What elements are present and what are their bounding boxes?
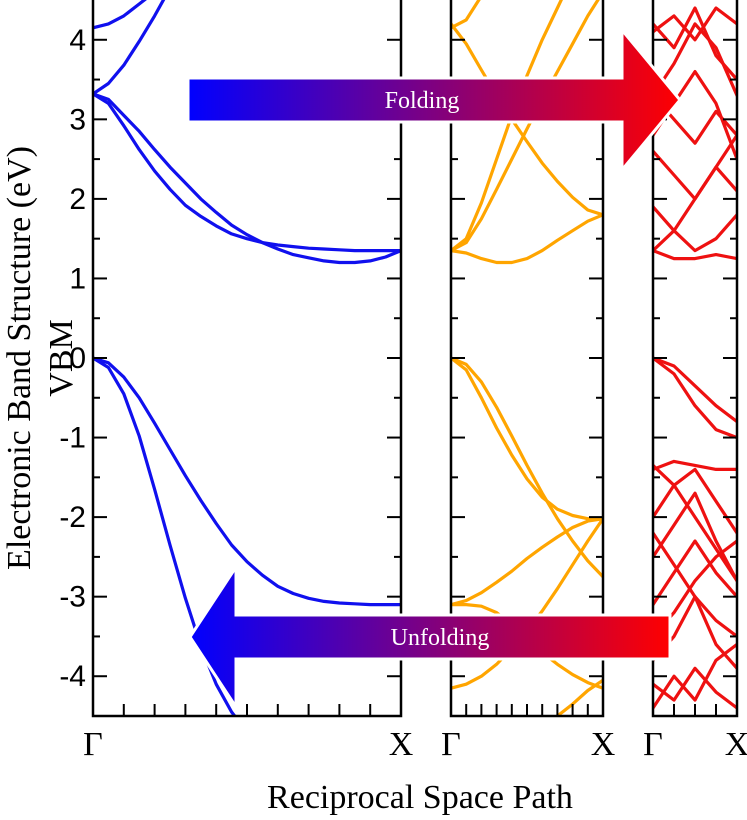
- band-line: [653, 539, 737, 607]
- band-line: [93, 356, 401, 607]
- y-tick-labels: -4 -3 -2 -1 0 1 2 3 4: [59, 24, 86, 693]
- band-line: [93, 356, 237, 716]
- unfolding-arrow-shape: [188, 561, 672, 713]
- y-tick-label: 4: [69, 24, 86, 57]
- panel-3: [651, 0, 739, 718]
- panel-1-bands: [93, 0, 401, 716]
- unfolding-arrow: Unfolding: [188, 561, 672, 713]
- folding-arrow: Folding: [186, 25, 682, 175]
- y-tick-label: 1: [69, 262, 86, 295]
- band-line: [451, 0, 563, 253]
- y-tick-label: 0: [69, 342, 86, 375]
- folding-label: Folding: [385, 88, 460, 114]
- y-tick-label: -3: [59, 581, 86, 614]
- band-line: [653, 22, 737, 98]
- x-path-label: Γ: [441, 726, 461, 763]
- band-line: [653, 249, 737, 261]
- band-line: [653, 133, 737, 253]
- band-line: [451, 517, 603, 607]
- y-axis-title: Electronic Band Structure (eV): [1, 146, 38, 570]
- panel-1: [91, 0, 403, 718]
- band-line: [653, 666, 737, 710]
- band-line: [451, 213, 603, 265]
- band-line: [653, 463, 737, 583]
- band-line: [553, 678, 603, 716]
- band-line: [451, 0, 600, 253]
- band-line: [653, 149, 737, 201]
- band-line: [653, 205, 737, 253]
- x-path-label: Γ: [83, 726, 103, 763]
- folding-arrow-shape: [186, 25, 682, 175]
- y-tick-label: -2: [59, 501, 86, 534]
- panel-3-bands: [653, 6, 737, 710]
- panels-layer: [91, 0, 739, 718]
- band-line: [93, 0, 147, 30]
- band-line: [93, 92, 401, 253]
- unfolding-label: Unfolding: [391, 625, 490, 651]
- x-path-label: X: [725, 726, 747, 763]
- band-line: [451, 0, 481, 30]
- band-line: [93, 0, 166, 96]
- band-line: [451, 356, 603, 579]
- band-line: [653, 356, 737, 424]
- band-line: [653, 642, 737, 710]
- band-line: [653, 467, 737, 535]
- x-path-label: Γ: [643, 726, 663, 763]
- y-tick-label: -4: [59, 660, 86, 693]
- x-axis-title: Reciprocal Space Path: [267, 779, 573, 816]
- band-line: [653, 491, 737, 583]
- band-line: [93, 92, 401, 265]
- band-line: [451, 356, 603, 521]
- x-path-label: X: [389, 726, 414, 763]
- y-axis-subtitle: VBM: [43, 319, 80, 396]
- band-line: [451, 22, 603, 217]
- x-path-label: X: [591, 726, 616, 763]
- y-tick-label: 3: [69, 103, 86, 136]
- band-line: [653, 6, 737, 42]
- band-line: [451, 517, 603, 690]
- band-line: [653, 356, 737, 440]
- band-line: [653, 459, 737, 471]
- y-tick-label: -1: [59, 422, 86, 455]
- y-tick-label: 2: [69, 183, 86, 216]
